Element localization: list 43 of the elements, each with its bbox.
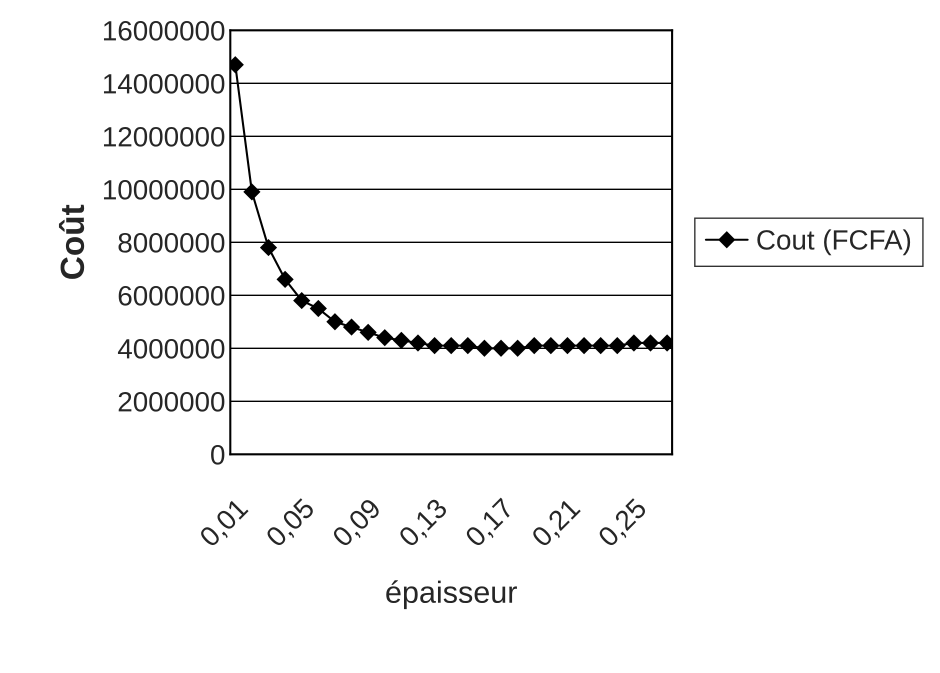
point bbox=[426, 337, 443, 354]
y-tick-label: 8000000 bbox=[118, 232, 224, 253]
point bbox=[576, 337, 592, 354]
legend-label: Cout (FCFA) bbox=[757, 229, 910, 256]
point bbox=[293, 292, 310, 309]
y-tick-label: 14000000 bbox=[104, 74, 224, 94]
point bbox=[260, 239, 277, 256]
x-tick-label: 0,21 bbox=[530, 497, 584, 550]
x-tick-label: 0,01 bbox=[198, 497, 252, 550]
point bbox=[326, 313, 344, 330]
y-tick-label: 6000000 bbox=[118, 286, 224, 306]
point bbox=[592, 337, 610, 354]
point bbox=[360, 324, 377, 341]
x-axis-title: épaisseur bbox=[386, 580, 517, 610]
y-tick-label: 4000000 bbox=[118, 338, 224, 359]
point bbox=[343, 318, 360, 336]
point bbox=[608, 337, 626, 354]
point bbox=[476, 340, 493, 357]
y-tick-label: 2000000 bbox=[118, 392, 224, 412]
point bbox=[276, 271, 294, 288]
y-tick-label: 10000000 bbox=[104, 180, 224, 200]
point bbox=[626, 334, 642, 352]
x-tick-label: 0,13 bbox=[398, 497, 450, 550]
point bbox=[244, 184, 260, 200]
y-tick-label: 16000000 bbox=[104, 20, 224, 41]
point bbox=[376, 329, 394, 346]
point bbox=[559, 337, 576, 354]
point bbox=[526, 337, 543, 354]
point bbox=[542, 337, 560, 354]
point bbox=[310, 300, 327, 317]
y-tick-label: 12000000 bbox=[104, 126, 224, 147]
point bbox=[442, 337, 460, 354]
point bbox=[410, 334, 426, 352]
y-axis-title: Coût bbox=[58, 204, 84, 279]
point bbox=[509, 340, 526, 357]
x-tick-label: 0,25 bbox=[596, 497, 650, 550]
point bbox=[642, 334, 659, 352]
y-tick-label: 0 bbox=[211, 444, 224, 465]
x-tick-label: 0,05 bbox=[264, 497, 318, 550]
point bbox=[392, 332, 410, 349]
x-tick-label: 0,09 bbox=[331, 497, 384, 550]
point bbox=[459, 337, 476, 354]
point bbox=[492, 340, 510, 357]
